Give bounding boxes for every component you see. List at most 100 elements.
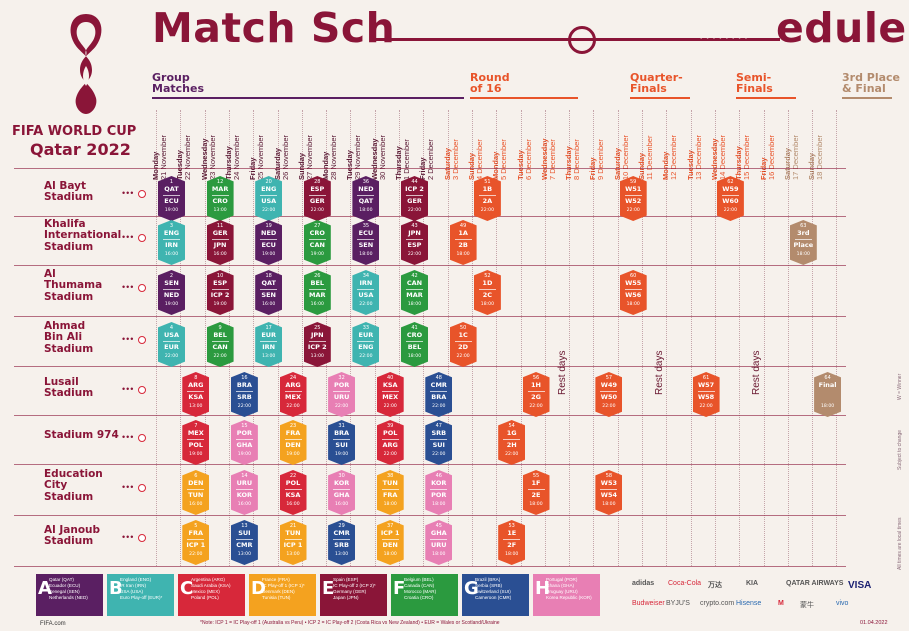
- match-card[interactable]: 12 MAR CRO 13:00: [206, 176, 234, 221]
- match-card[interactable]: 20 ENG USA 22:00: [255, 176, 283, 221]
- tournament-name: FIFA WORLD CUP: [12, 124, 137, 139]
- match-card[interactable]: 32 POR URU 22:00: [328, 372, 356, 417]
- match-card[interactable]: 34 IRN USA 22:00: [352, 270, 380, 315]
- match-tm: 22:00: [310, 208, 324, 213]
- match-card[interactable]: 18 QAT SEN 16:00: [255, 270, 283, 315]
- match-card[interactable]: 33 EUR ENG 22:00: [352, 322, 380, 367]
- match-separator: [163, 341, 180, 342]
- match-card[interactable]: 7 MEX POL 19:00: [182, 420, 210, 465]
- match-card[interactable]: 29 CMR SRB 13:00: [328, 520, 356, 565]
- match-separator: [235, 439, 253, 440]
- match-card[interactable]: 59 W51 W52 22:00: [619, 176, 647, 221]
- match-tm: 22:00: [383, 452, 397, 457]
- match-card[interactable]: 16 BRA SRB 22:00: [230, 372, 258, 417]
- match-card[interactable]: 11 GER JPN 16:00: [206, 220, 234, 265]
- match-card[interactable]: 4 USA EUR 22:00: [158, 322, 185, 367]
- match-card[interactable]: 1 QAT ECU 19:00: [158, 176, 185, 221]
- match-card[interactable]: 37 ICP 1 DEN 18:00: [376, 520, 404, 565]
- footer-note: *Note: ICP 1 = IC Play-off 1 (Australia …: [200, 620, 500, 626]
- match-card[interactable]: 51 1B 2A 22:00: [473, 176, 501, 221]
- match-card[interactable]: 38 TUN FRA 18:00: [376, 470, 404, 515]
- match-card[interactable]: 22 POL KSA 16:00: [279, 470, 307, 515]
- match-t2: GER: [309, 197, 325, 205]
- match-card[interactable]: 55 1F 2E 18:00: [522, 470, 550, 515]
- match-card[interactable]: 2 SEN NED 19:00: [158, 270, 185, 315]
- stage-underline: [152, 97, 464, 99]
- match-card[interactable]: 62 W59 W60 22:00: [716, 176, 744, 221]
- match-card[interactable]: 27 CRO CAN 19:00: [303, 220, 331, 265]
- match-card[interactable]: 57 W49 W50 22:00: [595, 372, 623, 417]
- match-card[interactable]: 25 JPN ICP 2 13:00: [303, 322, 331, 367]
- match-card[interactable]: 15 POR GHA 19:00: [230, 420, 258, 465]
- match-card[interactable]: 64 Final 18:00: [814, 372, 842, 417]
- group-teams: Belgium (BEL) Canada (CAN) Morocco (MAR)…: [404, 577, 437, 600]
- match-card[interactable]: 35 ECU SEN 18:00: [352, 220, 380, 265]
- match-card[interactable]: 3 ENG IRN 16:00: [158, 220, 185, 265]
- match-card[interactable]: 21 TUN ICP 1 13:00: [279, 520, 307, 565]
- match-card[interactable]: 53 1E 2F 18:00: [498, 520, 526, 565]
- match-mn: 45: [435, 523, 442, 529]
- match-card[interactable]: 43 JPN ESP 22:00: [401, 220, 428, 265]
- match-card[interactable]: 41 CRO BEL 18:00: [401, 322, 428, 367]
- match-card[interactable]: 56 1H 2G 22:00: [522, 372, 550, 417]
- match-card[interactable]: 48 CMR BRA 22:00: [425, 372, 453, 417]
- match-mn: 52: [484, 273, 491, 279]
- match-t1: SUI: [238, 529, 251, 537]
- match-card[interactable]: 13 SUI CMR 13:00: [230, 520, 258, 565]
- match-tm: 22:00: [529, 404, 543, 409]
- match-card[interactable]: 17 EUR IRN 13:00: [255, 322, 283, 367]
- match-tm: 18:00: [359, 208, 373, 213]
- match-tm: 13:00: [189, 404, 203, 409]
- match-card[interactable]: 45 GHA URU 18:00: [425, 520, 453, 565]
- match-card[interactable]: 36 NED QAT 18:00: [352, 176, 380, 221]
- match-t2: POL: [188, 441, 204, 449]
- match-tm: 22:00: [432, 452, 446, 457]
- match-card[interactable]: 30 KOR GHA 16:00: [328, 470, 356, 515]
- match-tm: 19:00: [286, 452, 300, 457]
- match-card[interactable]: 10 ESP ICP 2 19:00: [206, 270, 234, 315]
- match-card[interactable]: 40 KSA MEX 22:00: [376, 372, 404, 417]
- grid-column-line: [593, 110, 595, 566]
- match-mn: 18: [265, 273, 272, 279]
- match-card[interactable]: 54 1G 2H 22:00: [498, 420, 526, 465]
- match-t2: ICP 1: [186, 541, 206, 549]
- match-card[interactable]: 8 ARG KSA 13:00: [182, 372, 210, 417]
- match-t2: ICP 2: [210, 291, 230, 299]
- match-card[interactable]: 46 KOR POR 18:00: [425, 470, 453, 515]
- match-card[interactable]: 60 W55 W56 18:00: [619, 270, 647, 315]
- match-card[interactable]: 49 1A 2B 18:00: [449, 220, 477, 265]
- match-mn: 16: [241, 375, 248, 381]
- match-card[interactable]: 63 3rd Place 18:00: [789, 220, 817, 265]
- match-card[interactable]: 28 ESP GER 22:00: [303, 176, 331, 221]
- venue-name: Ahmad Bin Ali Stadium: [44, 319, 94, 355]
- match-card[interactable]: 47 SRB SUI 22:00: [425, 420, 453, 465]
- match-card[interactable]: 9 BEL CAN 22:00: [206, 322, 234, 367]
- match-card[interactable]: 5 FRA ICP 1 22:00: [182, 520, 210, 565]
- match-card[interactable]: 58 W53 W54 18:00: [595, 470, 623, 515]
- match-card[interactable]: 44 ICP 2 GER 22:00: [401, 176, 428, 221]
- match-card[interactable]: 26 BEL MAR 16:00: [303, 270, 331, 315]
- match-card[interactable]: 52 1D 2C 18:00: [473, 270, 501, 315]
- match-card[interactable]: 24 ARG MEX 22:00: [279, 372, 307, 417]
- match-card[interactable]: 19 NED ECU 19:00: [255, 220, 283, 265]
- match-tm: 19:00: [237, 452, 252, 457]
- match-card[interactable]: 50 1C 2D 22:00: [449, 322, 477, 367]
- match-separator: [600, 489, 618, 490]
- match-tm: 18:00: [505, 552, 519, 557]
- match-separator: [624, 195, 642, 196]
- match-tm: 18:00: [626, 302, 640, 307]
- group-letter: D: [251, 578, 266, 599]
- match-t1: TUN: [285, 529, 301, 537]
- match-card[interactable]: 14 URU KOR 16:00: [230, 470, 258, 515]
- match-card[interactable]: 23 FRA DEN 19:00: [279, 420, 307, 465]
- stage-header-2: Quarter- Finals: [630, 71, 683, 95]
- match-card[interactable]: 6 DEN TUN 16:00: [182, 470, 210, 515]
- venue-connector: •••: [122, 482, 135, 492]
- match-card[interactable]: 61 W57 W58 22:00: [692, 372, 720, 417]
- match-card[interactable]: 31 BRA SUI 19:00: [328, 420, 356, 465]
- match-mn: 49: [459, 223, 467, 229]
- match-separator: [260, 195, 278, 196]
- match-card[interactable]: 39 POL ARG 22:00: [376, 420, 404, 465]
- match-separator: [381, 489, 399, 490]
- match-card[interactable]: 42 CAN MAR 18:00: [401, 270, 428, 315]
